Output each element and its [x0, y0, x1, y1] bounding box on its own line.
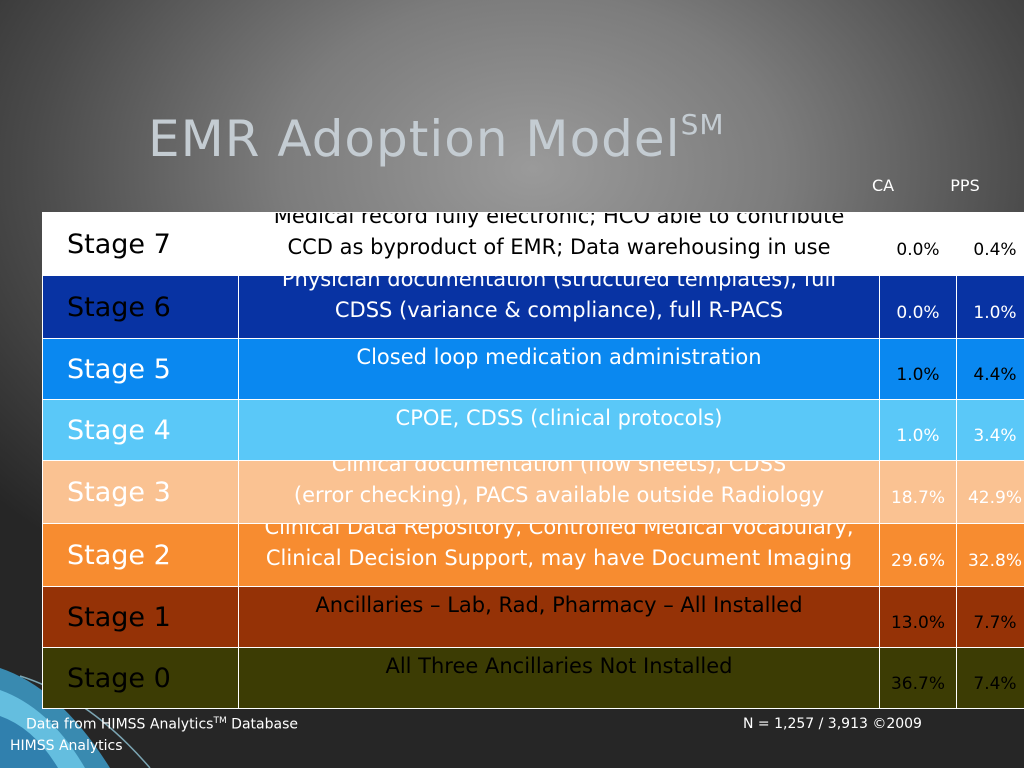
stage-label: Stage 1 [42, 586, 239, 648]
stage-description: All Three Ancillaries Not Installed [238, 647, 880, 709]
stage-description-line: (error checking), PACS available outside… [293, 483, 825, 507]
column-header-pps: PPS [950, 176, 980, 195]
source-note: Data from HIMSS AnalyticsTM Database [26, 716, 298, 733]
stage-description-line: CDSS (variance & compliance), full R-PAC… [334, 298, 784, 322]
ca-percentage: 18.7% [879, 460, 957, 524]
stage-description-line: Medical record fully electronic; HCO abl… [273, 212, 845, 229]
pps-percentage-value: 7.7% [973, 613, 1017, 633]
stage-row: Stage 3 Clinical documentation (flow shee… [42, 460, 1024, 524]
pps-percentage-value: 3.4% [973, 426, 1017, 446]
pps-percentage-value: 32.8% [967, 551, 1022, 571]
stage-description: Ancillaries – Lab, Rad, Pharmacy – All I… [238, 586, 880, 648]
stage-description: Closed loop medication administration [238, 338, 880, 400]
stage-description-text: CPOE, CDSS (clinical protocols) [240, 406, 879, 440]
stage-label: Stage 5 [42, 338, 239, 400]
ca-percentage-value: 29.6% [890, 551, 945, 571]
stage-label: Stage 6 [42, 275, 239, 339]
ca-percentage: 1.0% [879, 338, 957, 400]
stage-row: Stage 1 Ancillaries – Lab, Rad, Pharmacy … [42, 586, 1024, 648]
corner-swoosh-decoration [0, 668, 151, 768]
stage-description-text: Clinical documentation (flow sheets), CD… [240, 460, 879, 518]
stage-description-line: Physician documentation (structured temp… [281, 275, 837, 292]
pps-percentage: 7.4% [956, 647, 1024, 709]
pps-percentage-value: 42.9% [967, 488, 1022, 508]
pps-percentage-value: 1.0% [973, 303, 1017, 323]
ca-percentage-value: 0.0% [896, 240, 940, 260]
stage-description: Clinical Data Repository, Controlled Med… [238, 523, 880, 587]
ca-percentage-value: 1.0% [896, 365, 940, 385]
stage-label: Stage 3 [42, 460, 239, 524]
pps-percentage: 0.4% [956, 212, 1024, 276]
stage-description: Medical record fully electronic; HCO abl… [238, 212, 880, 276]
trademark-mark: TM [213, 716, 227, 726]
stage-row: Stage 5 Closed loop medication administra… [42, 338, 1024, 400]
stage-row: Stage 0 All Three Ancillaries Not Install… [42, 647, 1024, 709]
slide-title: EMR Adoption ModelSM [148, 108, 725, 168]
pps-percentage: 3.4% [956, 399, 1024, 461]
stage-description-line: Clinical documentation (flow sheets), CD… [331, 460, 787, 477]
stage-label: Stage 2 [42, 523, 239, 587]
ca-percentage-value: 0.0% [896, 303, 940, 323]
column-header-ca: CA [871, 176, 895, 195]
sample-count-copyright: N = 1,257 / 3,913 ©2009 [743, 716, 922, 732]
slide-title-text: EMR Adoption Model [148, 110, 681, 168]
stage-row: Stage 2 Clinical Data Repository, Control… [42, 523, 1024, 587]
pps-percentage: 7.7% [956, 586, 1024, 648]
ca-percentage-value: 36.7% [890, 674, 945, 694]
pps-percentage: 42.9% [956, 460, 1024, 524]
stage-description-line: CCD as byproduct of EMR; Data warehousin… [287, 235, 831, 259]
stage-label: Stage 7 [42, 212, 239, 276]
ca-percentage: 29.6% [879, 523, 957, 587]
ca-percentage-value: 1.0% [896, 426, 940, 446]
stage-description-text: Ancillaries – Lab, Rad, Pharmacy – All I… [240, 593, 879, 627]
stage-description-text: Medical record fully electronic; HCO abl… [240, 212, 879, 270]
pps-percentage: 1.0% [956, 275, 1024, 339]
stage-description-text: Physician documentation (structured temp… [240, 275, 879, 333]
source-note-suffix: Database [226, 716, 298, 733]
pps-percentage-value: 7.4% [973, 674, 1017, 694]
stage-description-text: Closed loop medication administration [240, 345, 879, 379]
stage-description-text: All Three Ancillaries Not Installed [240, 654, 879, 688]
stage-description-line: Ancillaries – Lab, Rad, Pharmacy – All I… [315, 592, 803, 617]
stage-description: CPOE, CDSS (clinical protocols) [238, 399, 880, 461]
pps-percentage-value: 0.4% [973, 240, 1017, 260]
source-organization: HIMSS Analytics [10, 738, 123, 754]
ca-percentage: 0.0% [879, 275, 957, 339]
adoption-stage-table: Stage 7 Medical record fully electronic; … [42, 212, 1024, 709]
source-note-text: Data from HIMSS Analytics [26, 716, 214, 733]
stage-description-line: Closed loop medication administration [356, 344, 762, 369]
stage-description-line: All Three Ancillaries Not Installed [385, 653, 733, 678]
stage-description-text: Clinical Data Repository, Controlled Med… [240, 523, 879, 581]
ca-percentage-value: 18.7% [890, 488, 945, 508]
stage-description-line: Clinical Decision Support, may have Docu… [265, 546, 853, 570]
ca-percentage: 1.0% [879, 399, 957, 461]
stage-label: Stage 0 [42, 647, 239, 709]
stage-row: Stage 6 Physician documentation (structur… [42, 275, 1024, 339]
stage-row: Stage 7 Medical record fully electronic; … [42, 212, 1024, 276]
stage-row: Stage 4 CPOE, CDSS (clinical protocols) 1.… [42, 399, 1024, 461]
stage-description-line: CPOE, CDSS (clinical protocols) [395, 405, 723, 430]
ca-percentage: 0.0% [879, 212, 957, 276]
stage-description-line: Clinical Data Repository, Controlled Med… [264, 523, 854, 540]
pps-percentage: 32.8% [956, 523, 1024, 587]
stage-label: Stage 4 [42, 399, 239, 461]
service-mark: SM [680, 108, 725, 141]
ca-percentage: 36.7% [879, 647, 957, 709]
ca-percentage-value: 13.0% [890, 613, 945, 633]
pps-percentage-value: 4.4% [973, 365, 1017, 385]
stage-description: Physician documentation (structured temp… [238, 275, 880, 339]
pps-percentage: 4.4% [956, 338, 1024, 400]
stage-description: Clinical documentation (flow sheets), CD… [238, 460, 880, 524]
ca-percentage: 13.0% [879, 586, 957, 648]
